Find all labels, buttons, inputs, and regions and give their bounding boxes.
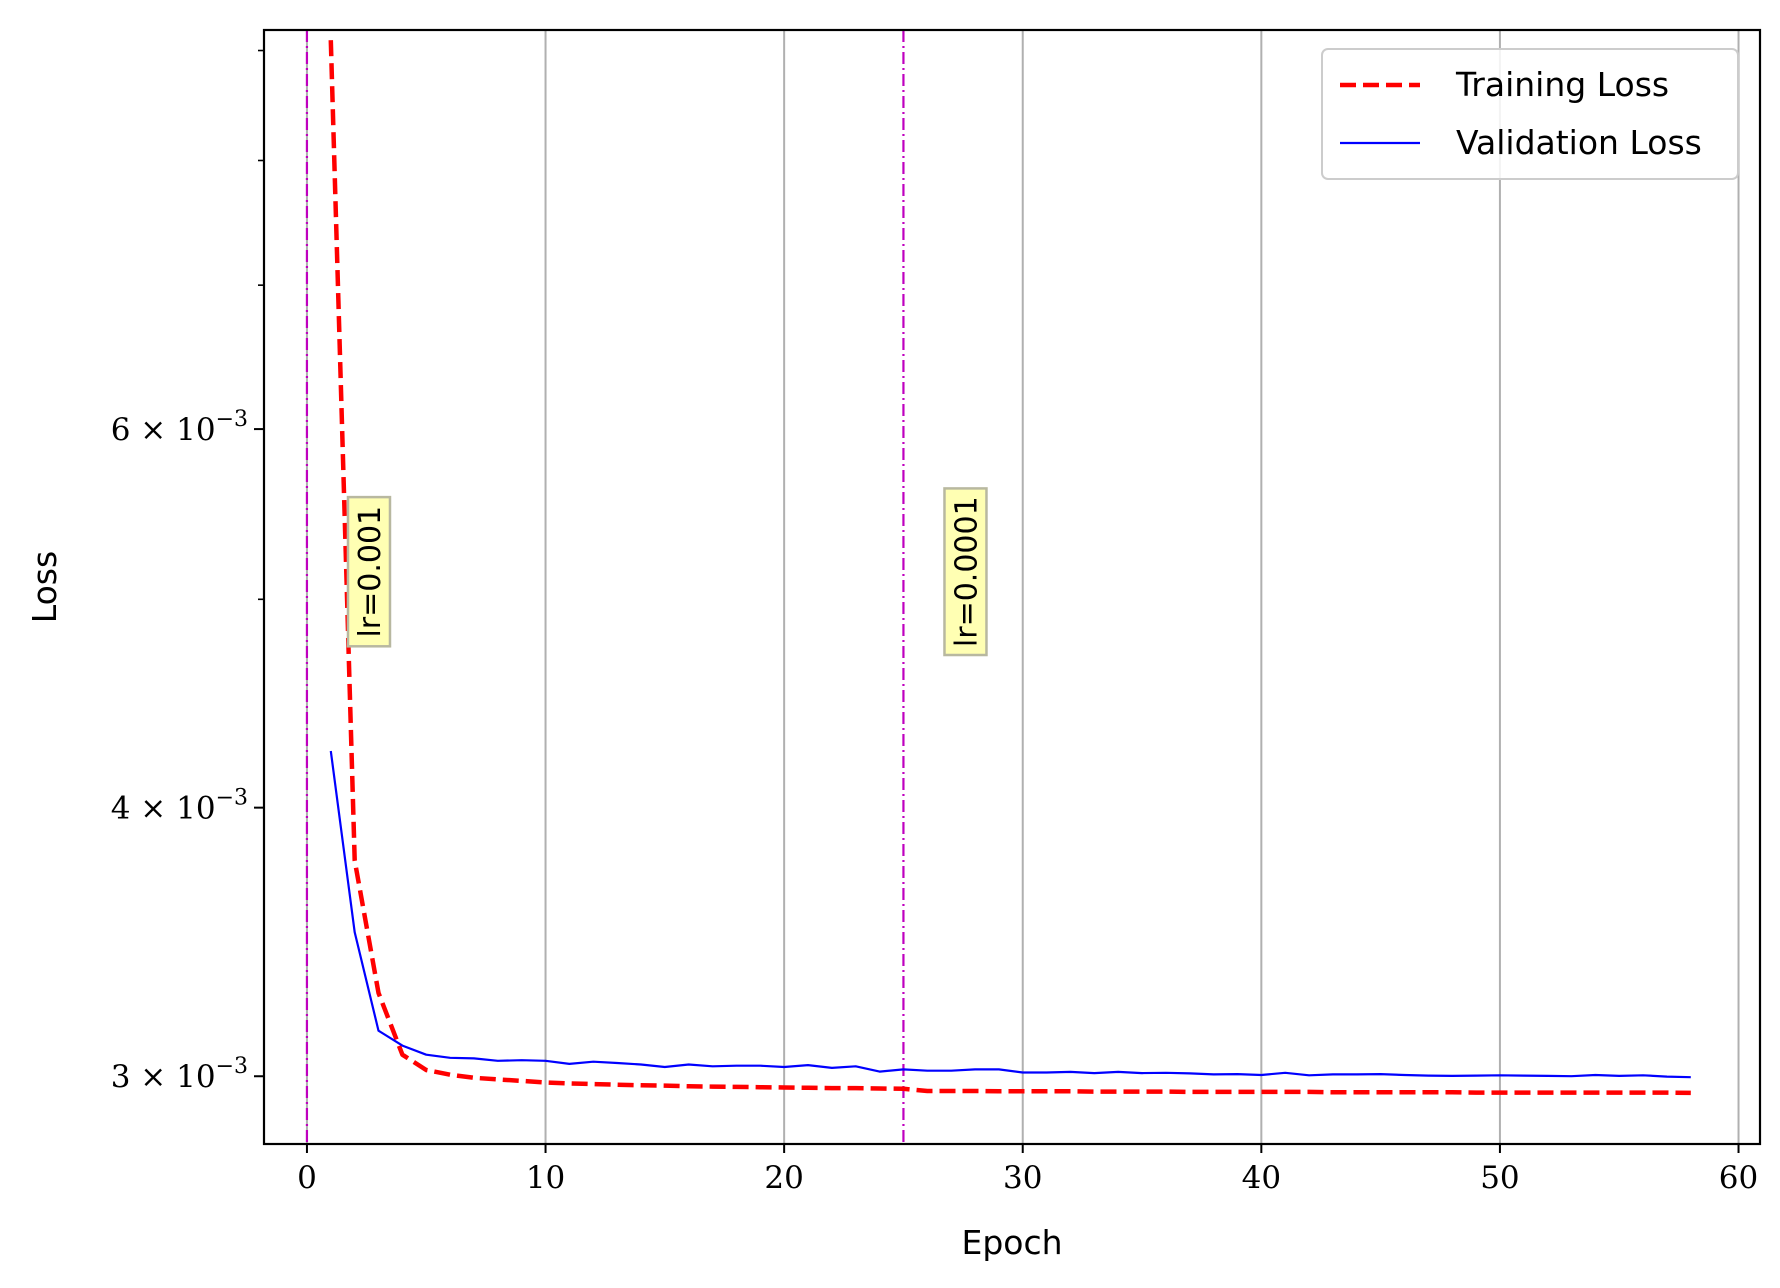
x-tick-label: 40	[1242, 1160, 1281, 1196]
y-axis-ticks: 3 × 10−3 4 × 10−3 6 × 10−3	[111, 49, 264, 1095]
x-tick-label: 0	[297, 1160, 317, 1196]
x-tick-label: 60	[1719, 1160, 1758, 1196]
x-tick-label: 20	[764, 1160, 803, 1196]
plot-frame	[262, 28, 1762, 1146]
y-axis-label: Loss	[25, 551, 64, 623]
annotation-box	[346, 495, 392, 648]
x-tick-label: 10	[526, 1160, 565, 1196]
annotations: lr=0.001 lr=0.0001	[346, 487, 988, 657]
legend-box	[1321, 48, 1739, 180]
lr-change-lines	[305, 30, 905, 1144]
grid-lines	[305, 30, 1740, 1144]
x-tick-label: 30	[1003, 1160, 1042, 1196]
legend-label: Validation Loss	[1456, 123, 1702, 162]
y-tick-label: 6 × 10−3	[111, 407, 248, 448]
x-axis-ticks: 0 10 20 30 40 50 60	[297, 1144, 1758, 1196]
annotation-text: lr=0.001	[353, 506, 388, 638]
y-tick-label: 3 × 10−3	[111, 1054, 248, 1095]
lr-annotation: lr=0.0001	[943, 487, 988, 657]
series-lines	[328, 40, 1691, 1096]
validation-loss-line	[329, 750, 1691, 1079]
lr-annotation: lr=0.001	[346, 495, 392, 648]
legend-label: Training Loss	[1455, 65, 1669, 104]
x-axis-label: Epoch	[961, 1223, 1062, 1262]
annotation-text: lr=0.0001	[949, 496, 984, 647]
x-tick-label: 50	[1480, 1160, 1519, 1196]
legend: Training Loss Validation Loss	[1321, 48, 1739, 180]
annotation-box	[943, 487, 988, 657]
training-loss-line	[328, 40, 1691, 1096]
y-tick-label: 4 × 10−3	[111, 786, 248, 827]
